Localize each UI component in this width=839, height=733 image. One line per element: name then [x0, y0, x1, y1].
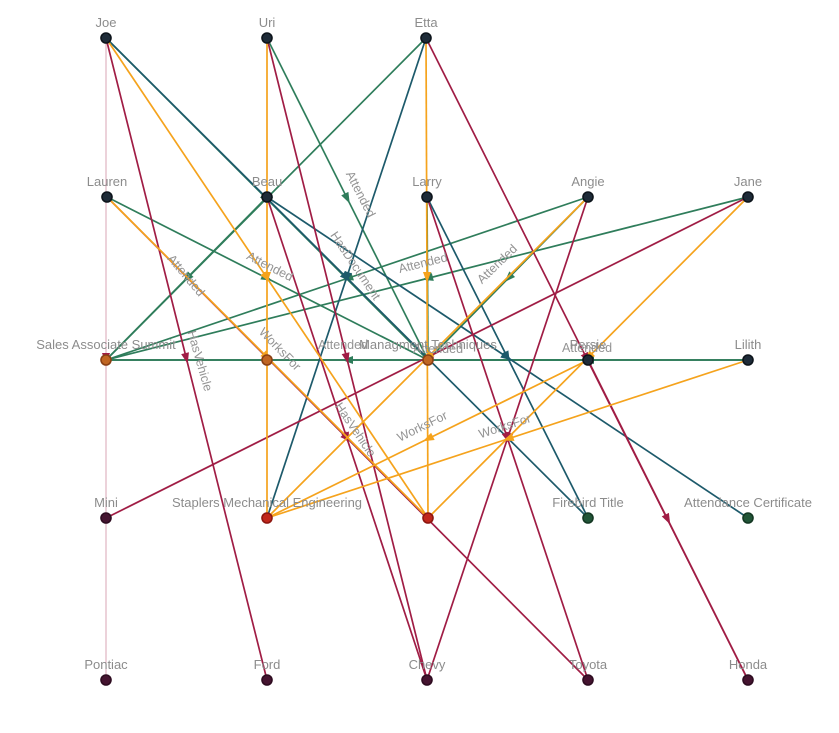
- node-toyota[interactable]: [582, 674, 594, 686]
- edge-label-worksfor-11: WorksFor: [256, 325, 304, 374]
- edge-etta-worksfor-company2: [422, 37, 431, 519]
- node-label-beau: Beau: [252, 174, 282, 189]
- node-beau[interactable]: [261, 191, 273, 203]
- edge-label-attended-8: Attended: [562, 341, 612, 355]
- node-label-angie: Angie: [571, 174, 604, 189]
- edge-joe-hasdocument-firebird: [105, 37, 589, 519]
- edge-joe-worksfor-company2: [105, 37, 429, 519]
- node-pontiac[interactable]: [100, 674, 112, 686]
- edge-joe-hasvehicle-ford: [105, 37, 268, 681]
- node-label-uri: Uri: [259, 15, 276, 30]
- node-label-attcert: Attendance Certificate: [684, 495, 812, 510]
- node-staplers[interactable]: [261, 512, 273, 524]
- edge-label-attended-7: Attended: [413, 342, 463, 356]
- node-jane[interactable]: [742, 191, 754, 203]
- node-attcert[interactable]: [742, 512, 754, 524]
- node-label-persie: Persie: [570, 337, 607, 352]
- edge-label-attended-6: Attended: [318, 338, 368, 352]
- node-mgmt[interactable]: [422, 354, 434, 366]
- node-angie[interactable]: [582, 191, 594, 203]
- node-uri[interactable]: [261, 32, 273, 44]
- edge-label-attended-4: Attended: [397, 250, 449, 276]
- node-label-mgmt: Managment Techniques: [359, 337, 497, 352]
- node-unlabeled-company2[interactable]: [422, 512, 434, 524]
- node-honda[interactable]: [742, 674, 754, 686]
- node-label-ford: Ford: [254, 657, 281, 672]
- edge-uri-hasvehicle-chevy: [266, 37, 428, 681]
- node-persie[interactable]: [582, 354, 594, 366]
- node-label-mini: Mini: [94, 495, 118, 510]
- node-label-joe: Joe: [96, 15, 117, 30]
- node-label-larry: Larry: [412, 174, 442, 189]
- node-larry[interactable]: [421, 191, 433, 203]
- edge-label-attended-2: Attended: [165, 252, 208, 299]
- node-unlabeled-event2[interactable]: [261, 354, 273, 366]
- edge-beau-hasdocument-attcert: [266, 196, 749, 519]
- node-label-firebird: Firebird Title: [552, 495, 624, 510]
- edge-label-worksfor-12: WorksFor: [395, 408, 450, 444]
- node-sales[interactable]: [100, 354, 112, 366]
- edge-uri-attended-mgmt: [266, 37, 429, 361]
- node-label-lauren: Lauren: [87, 174, 127, 189]
- node-label-lilith: Lilith: [735, 337, 762, 352]
- node-mini[interactable]: [100, 512, 112, 524]
- node-ford[interactable]: [261, 674, 273, 686]
- edge-label-attended-0: Attended: [343, 169, 378, 220]
- edge-beau-attended-sales: [105, 196, 268, 361]
- node-label-etta: Etta: [414, 15, 438, 30]
- node-lilith[interactable]: [742, 354, 754, 366]
- node-label-staplers: Staplers Mechanical Engineering: [172, 495, 362, 510]
- node-label-toyota: Toyota: [569, 657, 608, 672]
- node-label-sales: Sales Associate Summit: [36, 337, 176, 352]
- node-label-chevy: Chevy: [409, 657, 446, 672]
- node-firebird[interactable]: [582, 512, 594, 524]
- node-joe[interactable]: [100, 32, 112, 44]
- node-etta[interactable]: [420, 32, 432, 44]
- edge-label-hasvehicle-9: HasVehicle: [184, 329, 215, 393]
- node-chevy[interactable]: [421, 674, 433, 686]
- node-label-honda: Honda: [729, 657, 768, 672]
- node-lauren[interactable]: [101, 191, 113, 203]
- node-label-pontiac: Pontiac: [84, 657, 128, 672]
- edge-persie-hasvehicle-honda: [587, 359, 749, 681]
- node-label-jane: Jane: [734, 174, 762, 189]
